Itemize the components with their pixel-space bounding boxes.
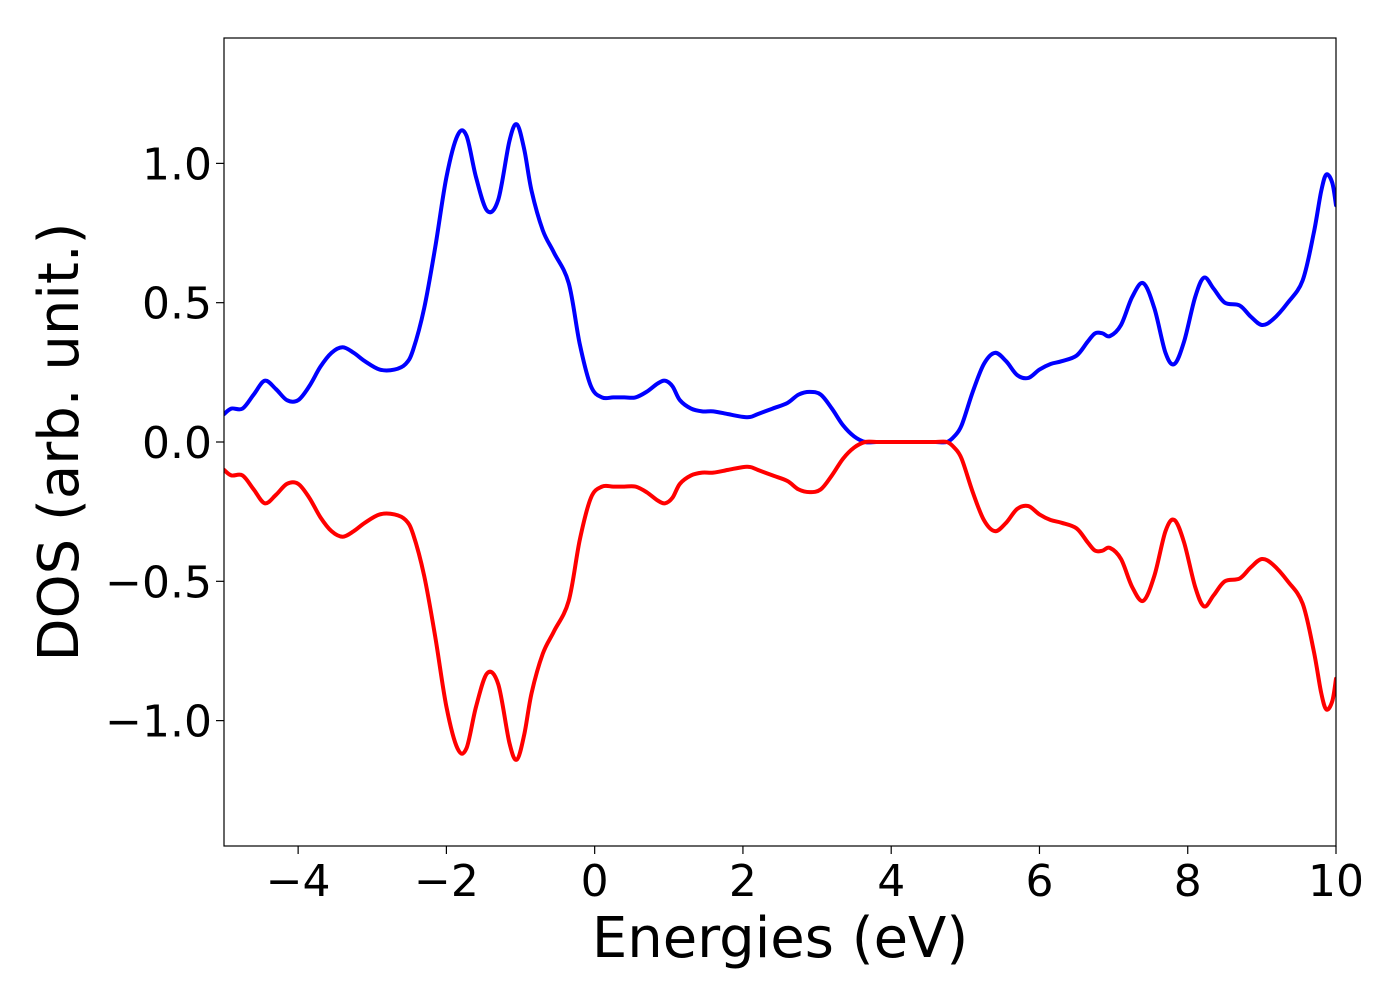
- y-tick-label: 1.0: [142, 139, 212, 190]
- y-axis-ticks: −1.0 −0.5 0.0 0.5 1.0: [105, 139, 224, 748]
- series-layer: [224, 122, 1336, 762]
- x-tick-label: −2: [414, 856, 479, 907]
- x-axis-label: Energies (eV): [592, 906, 968, 971]
- y-tick-label: −1.0: [105, 697, 212, 748]
- x-tick-label: −4: [266, 856, 331, 907]
- x-tick-label: 6: [1025, 856, 1053, 907]
- y-tick-label: 0.0: [142, 418, 212, 469]
- x-tick-label: 8: [1174, 856, 1202, 907]
- x-tick-label: 0: [581, 856, 609, 907]
- x-tick-label: 2: [729, 856, 757, 907]
- series-line-positive: [224, 122, 1336, 445]
- plot-area-background: [224, 38, 1336, 846]
- y-axis-label: DOS (arb. unit.): [27, 222, 92, 661]
- series-line-negative: [224, 439, 1336, 762]
- x-tick-label: 4: [877, 856, 905, 907]
- x-axis-ticks: −4 −2 0 2 4 6 8 10: [266, 846, 1364, 907]
- x-tick-label: 10: [1308, 856, 1364, 907]
- y-tick-label: −0.5: [105, 557, 212, 608]
- y-tick-label: 0.5: [142, 279, 212, 330]
